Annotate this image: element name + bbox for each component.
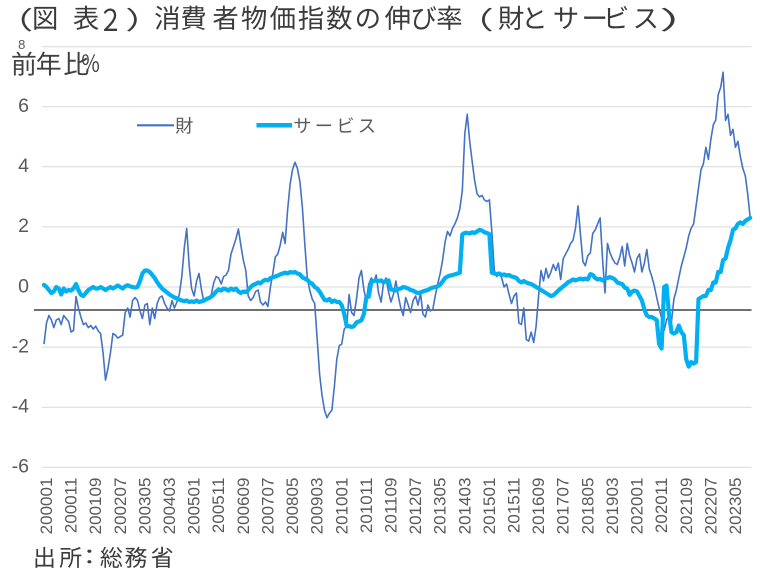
svg-text:201903: 201903 bbox=[603, 478, 622, 535]
svg-text:-6: -6 bbox=[12, 456, 29, 478]
svg-text:200707: 200707 bbox=[259, 478, 278, 535]
svg-text:2: 2 bbox=[18, 215, 29, 237]
svg-text:202001: 202001 bbox=[628, 478, 647, 535]
svg-text:201501: 201501 bbox=[480, 478, 499, 535]
svg-text:-4: -4 bbox=[12, 396, 29, 418]
svg-text:200805: 200805 bbox=[283, 478, 302, 535]
svg-text:4: 4 bbox=[18, 155, 29, 177]
svg-text:200609: 200609 bbox=[234, 478, 253, 535]
svg-text:8: 8 bbox=[18, 37, 25, 52]
svg-text:200109: 200109 bbox=[86, 478, 105, 535]
svg-text:200511: 200511 bbox=[209, 478, 228, 533]
svg-text:-2: -2 bbox=[12, 335, 29, 357]
svg-text:201011: 201011 bbox=[357, 478, 376, 533]
svg-text:201511: 201511 bbox=[505, 478, 524, 533]
svg-text:0: 0 bbox=[18, 275, 29, 297]
svg-text:200011: 200011 bbox=[62, 478, 81, 533]
svg-text:200403: 200403 bbox=[160, 478, 179, 535]
svg-text:200001: 200001 bbox=[37, 478, 56, 535]
svg-text:201305: 201305 bbox=[431, 478, 450, 535]
svg-text:201707: 201707 bbox=[554, 478, 573, 535]
svg-text:201609: 201609 bbox=[529, 478, 548, 535]
svg-text:201001: 201001 bbox=[332, 478, 351, 535]
svg-text:200207: 200207 bbox=[111, 478, 130, 535]
svg-text:202109: 202109 bbox=[677, 478, 696, 535]
svg-text:202011: 202011 bbox=[652, 478, 671, 533]
svg-text:202207: 202207 bbox=[701, 478, 720, 535]
svg-text:6: 6 bbox=[18, 95, 29, 117]
svg-text:201109: 201109 bbox=[382, 478, 401, 533]
svg-text:200501: 200501 bbox=[185, 478, 204, 535]
svg-text:200305: 200305 bbox=[135, 478, 154, 535]
svg-text:202305: 202305 bbox=[726, 478, 745, 535]
svg-text:200903: 200903 bbox=[308, 478, 327, 535]
svg-text:201207: 201207 bbox=[406, 478, 425, 535]
svg-text:201403: 201403 bbox=[455, 478, 474, 535]
svg-text:201805: 201805 bbox=[578, 478, 597, 535]
